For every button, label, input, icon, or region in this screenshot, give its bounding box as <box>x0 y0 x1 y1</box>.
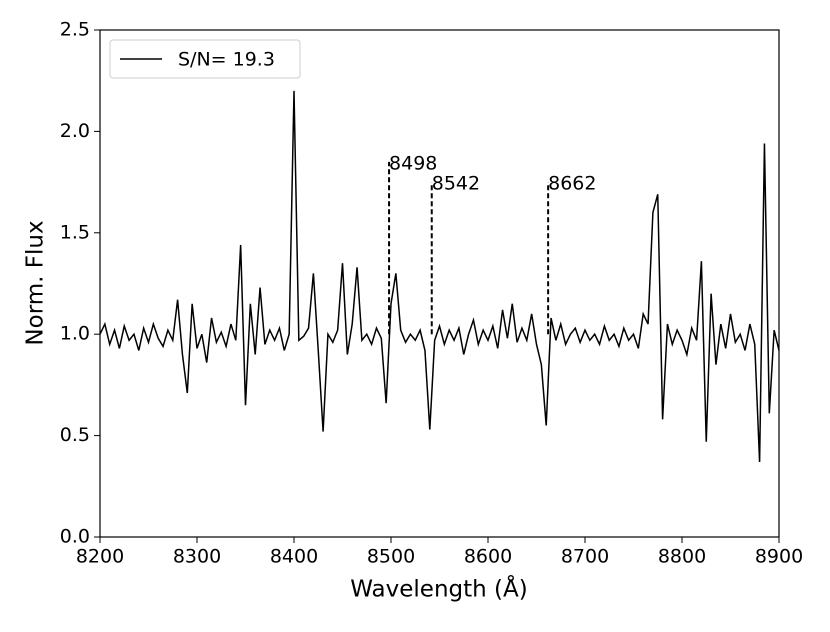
spectrum-line <box>99 90 780 462</box>
annotation-label: 8498 <box>389 152 437 174</box>
y-tick-label: 1.5 <box>60 221 90 243</box>
x-tick-label: 8300 <box>173 546 221 568</box>
annotation-label: 8542 <box>432 173 480 195</box>
x-tick-label: 8200 <box>76 546 124 568</box>
x-tick-label: 8700 <box>561 546 609 568</box>
annotation-label: 8662 <box>548 173 596 195</box>
y-tick-label: 1.0 <box>60 323 90 345</box>
legend-box <box>109 39 301 79</box>
x-tick-label: 8900 <box>755 546 803 568</box>
x-tick-label: 8400 <box>270 546 318 568</box>
x-tick-label: 8500 <box>367 546 415 568</box>
y-tick-label: 0.5 <box>60 424 90 446</box>
y-tick-label: 2.5 <box>60 19 90 41</box>
y-tick-label: 2.0 <box>60 120 90 142</box>
x-axis-label: Wavelength (Å) <box>350 575 527 603</box>
x-tick-label: 8600 <box>464 546 512 568</box>
y-tick-label: 0.0 <box>60 526 90 548</box>
x-tick-label: 8800 <box>658 546 706 568</box>
plot-frame <box>99 29 780 538</box>
y-axis-label: Norm. Flux <box>23 220 49 345</box>
legend-label: S/N= 19.3 <box>178 49 275 71</box>
